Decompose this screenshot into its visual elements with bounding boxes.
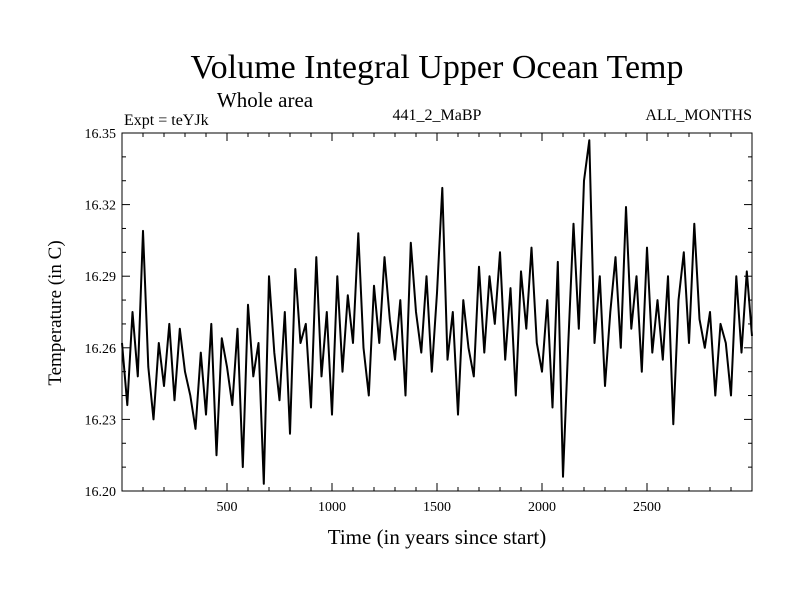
series-layer	[121, 139, 753, 485]
y-tick-label: 16.29	[85, 270, 117, 285]
experiment-label: Expt = teYJk	[124, 112, 209, 129]
x-tick-label: 500	[217, 500, 238, 515]
y-tick-label: 16.32	[85, 199, 117, 214]
months-label: ALL_MONTHS	[645, 107, 752, 124]
series-line	[121, 139, 753, 485]
x-tick-label: 2000	[528, 500, 556, 515]
y-tick-label: 16.23	[85, 413, 117, 428]
x-axis-ticks: 500 1000 1500 2000 2500	[142, 133, 732, 515]
run-label: 441_2_MaBP	[393, 107, 482, 124]
y-tick-label: 16.20	[85, 485, 117, 500]
y-axis-ticks: 16.20 16.23 16.26 16.29 16.32 16.35	[85, 127, 752, 500]
y-tick-label: 16.35	[85, 127, 117, 142]
x-tick-label: 1500	[423, 500, 451, 515]
chart-title: Volume Integral Upper Ocean Temp	[191, 49, 684, 86]
x-tick-label: 2500	[633, 500, 661, 515]
x-axis-label: Time (in years since start)	[328, 525, 547, 549]
y-axis-label: Temperature (in C)	[45, 240, 66, 385]
chart-subtitle: Whole area	[217, 88, 314, 112]
x-tick-label: 1000	[318, 500, 346, 515]
y-tick-label: 16.26	[85, 342, 117, 357]
